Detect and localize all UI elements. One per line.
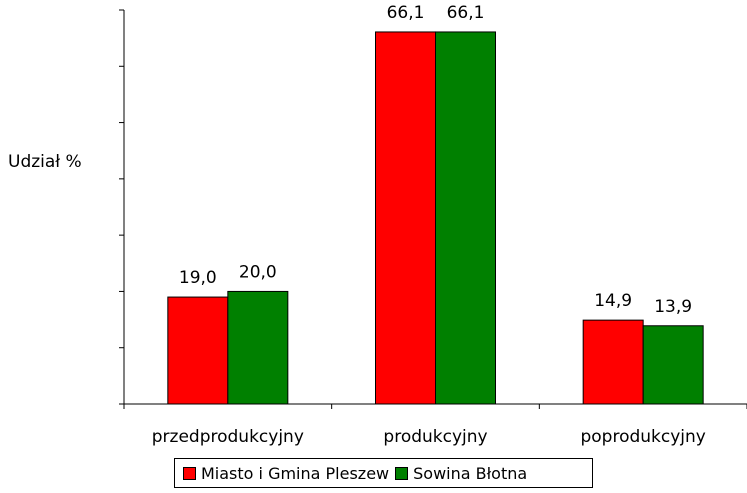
bar-produkcyjny-series-2	[435, 31, 496, 405]
bar-poprodukcyjny-series-1	[582, 319, 644, 405]
legend-item-series-2: Sowina Błotna	[395, 464, 527, 483]
bar-poprodukcyjny-series-2	[642, 325, 704, 405]
legend-swatch-series-2	[395, 466, 409, 480]
legend-label-series-1: Miasto i Gmina Pleszew	[201, 463, 390, 483]
legend-label-series-2: Sowina Błotna	[413, 463, 528, 483]
legend-swatch-series-1	[183, 466, 196, 480]
x-tick-label-przedprodukcyjny: przedprodukcyjny	[152, 427, 304, 447]
chart-x-tick-labels: przedprodukcyjny produkcyjny poprodukcyjny	[152, 427, 706, 447]
data-label-poprodukcyjny-series-1: 14,9	[594, 291, 632, 311]
chart-bars	[167, 31, 704, 405]
bar-produkcyjny-series-1	[375, 31, 436, 405]
chart-legend: Miasto i Gmina Pleszew Sowina Błotna	[174, 458, 593, 488]
bar-przedprodukcyjny-series-2	[227, 290, 289, 405]
x-tick-label-produkcyjny: produkcyjny	[383, 427, 487, 447]
data-label-produkcyjny-series-2: 66,1	[447, 3, 485, 23]
data-label-poprodukcyjny-series-2: 13,9	[654, 297, 692, 317]
data-label-produkcyjny-series-1: 66,1	[387, 3, 425, 23]
data-label-przedprodukcyjny-series-2: 20,0	[239, 262, 277, 282]
data-label-przedprodukcyjny-series-1: 19,0	[179, 268, 217, 288]
y-axis-label: Udział %	[8, 152, 82, 172]
legend-item-series-1: Miasto i Gmina Pleszew	[183, 464, 389, 483]
bar-przedprodukcyjny-series-1	[167, 296, 229, 405]
chart-data-labels: 19,0 20,0 66,1 66,1 14,9 13,9	[179, 3, 692, 317]
x-tick-label-poprodukcyjny: poprodukcyjny	[580, 427, 705, 447]
